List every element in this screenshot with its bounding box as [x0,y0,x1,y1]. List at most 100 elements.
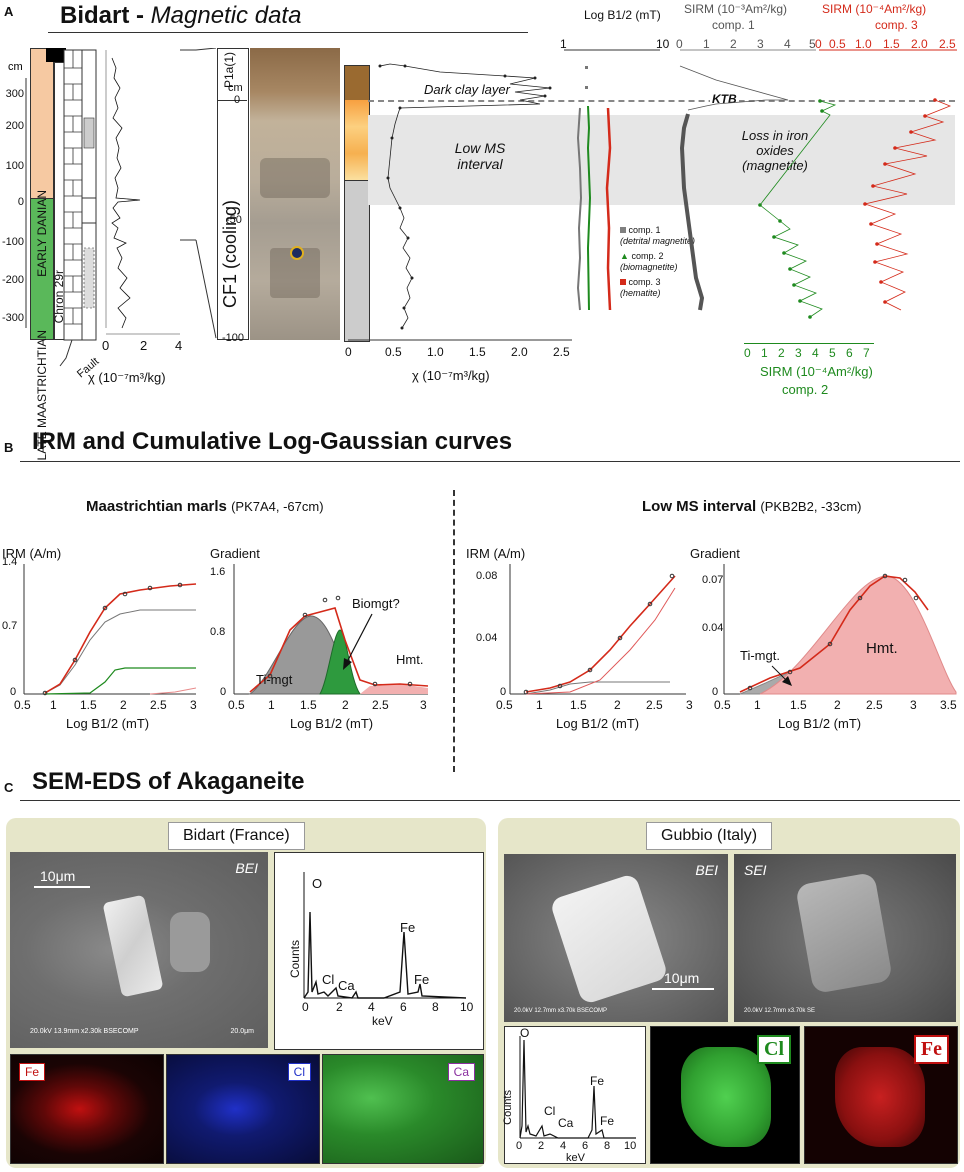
zoom-tick-0: 0 [234,94,241,106]
logb-label: Log B1/2 (mT) [584,8,661,22]
gubbio-cl-map: Cl [650,1026,800,1164]
gradient-plot-1 [233,564,429,695]
panel-b-left-title: Maastrichtian marls (PK7A4, -67cm) [86,498,324,515]
panel-b-right-title: Low MS interval (PKB2B2, -33cm) [642,498,862,515]
panel-a-title-italic: Magnetic data [150,2,302,29]
label-biomgt: Biomgt? [352,596,400,611]
gubbio-sei-label: SEI [744,862,767,878]
eds-b-fe2: Fe [414,972,430,987]
p2-ylabel: Gradient [210,546,260,561]
label-timgt2: Ti-mgt. [740,648,780,663]
gubbio-bei-label: BEI [695,862,718,878]
p2-x-25: 2.5 [372,698,389,712]
grain-bidart-2 [170,912,210,972]
sirm1-tick-5: 5 [809,37,816,51]
p4-y-007: 0.07 [702,574,724,586]
low-ms-annotation: Low MS interval [454,140,506,172]
sirm1-tick-3: 3 [757,37,764,51]
sirm1-tick-2: 2 [730,37,737,51]
depth-tick-200: 200 [5,120,24,132]
p3-y-008: 0.08 [476,570,498,582]
component-legend: comp. 1 (detrital magnetite) ▲ comp. 2 (bi… [620,225,695,299]
sirm3-tick-05: 0.5 [829,37,846,51]
p4-x-05: 0.5 [714,698,731,712]
p4-x-25: 2.5 [866,698,883,712]
eds-b-tick-6: 6 [400,1000,407,1014]
p3-ylabel: IRM (A/m) [466,546,526,561]
loss-iron-annotation: Loss in iron oxides (magnetite) [741,128,809,173]
label-hmt2: Hmt. [866,640,898,657]
eds-b-tick-10: 10 [460,1000,474,1014]
p1-x-05: 0.5 [14,698,31,712]
sirm2-tick-6: 6 [846,346,853,360]
panel-letter-a: A [4,4,14,19]
bidart-cl-tag: Cl [287,1063,311,1081]
eds-g-cl: Cl [544,1104,556,1118]
p4-ylabel: Gradient [690,546,740,561]
zoom-tick-m50: -50 [226,214,242,226]
p4-x-15: 1.5 [790,698,807,712]
p2-y-08: 0.8 [210,626,226,638]
p2-x-15: 1.5 [300,698,317,712]
eds-b-cl: Cl [322,972,335,987]
sirm2-sub: comp. 2 [782,382,829,397]
gubbio-bei-caption: 20.0kV 12.7mm x3.70k BSECOMP [514,1008,608,1014]
p3-xlabel: Log B1/2 (mT) [556,716,640,731]
low-ms-band [368,115,955,205]
panel-c-title: SEM-EDS of Akaganeite [32,768,305,795]
p3-y-004: 0.04 [476,632,498,644]
zoom-tick-m100: -100 [222,332,245,344]
p1-x-3: 3 [190,698,197,712]
chi-plot [348,63,572,341]
label-hmt: Hmt. [396,652,424,667]
color-column-divider [345,180,369,181]
gubbio-fe-blob [835,1047,925,1147]
gubbio-bei-image: BEI 10μm 20.0kV 12.7mm x3.70k BSECOMP [504,854,728,1022]
top-black-block [46,48,66,62]
p4-x-3: 3 [910,698,917,712]
zoom-connector [180,48,217,339]
p1-x-25: 2.5 [150,698,167,712]
late-maastrichtian-bar [30,198,54,340]
legend-comp3-desc: (hematite) [620,288,661,298]
biomgt-arrow [343,613,373,670]
legend-comp1: comp. 1 (detrital magnetite) [620,225,695,247]
depth-tick-0: 0 [17,196,24,208]
lithology-column [59,49,97,367]
p1-ylabel: IRM (A/m) [2,546,62,561]
gubbio-eds-box [504,1026,646,1164]
legend-comp3-name: comp. 3 [628,277,661,287]
logb-tick-10: 10 [656,37,670,51]
panel-letter-b: B [4,440,14,455]
p3-y-0: 0 [500,686,507,698]
akaganeite-grain-bidart [102,894,164,998]
panel-a-title-sep: - [129,2,151,29]
eds-g-tick-10: 10 [624,1140,637,1152]
bidart-ca-tag: Ca [447,1063,475,1081]
sirm1-tick-4: 4 [784,37,791,51]
hammer-marker [290,246,304,260]
zoom-label-divider [217,100,247,101]
p4-y-004: 0.04 [702,622,724,634]
panel-b-rule [20,461,960,462]
outcrop-photo [250,48,340,340]
gubbio-fe-tag: Fe [913,1035,949,1064]
sirm2-ticks: 0 1 2 3 4 5 6 7 [744,343,874,360]
panel-b-left-title-main: Maastrichtian marls [86,498,227,515]
legend-comp2-name: comp. 2 [631,251,664,261]
sirm2-tick-0: 0 [744,346,751,360]
eds-b-tick-8: 8 [432,1000,439,1014]
p2-y-0: 0 [220,686,227,698]
early-danian-bar [30,48,54,200]
eds-g-counts: Counts [502,1090,514,1125]
sirm3-plot [819,49,957,311]
sirm1-title: SIRM (10⁻³Am²/kg) [684,2,788,16]
p2-x-2: 2 [342,698,349,712]
sirm1-tick-1: 1 [703,37,710,51]
sirm3-tick-15: 1.5 [883,37,900,51]
eds-g-fe1: Fe [590,1074,605,1088]
sirm2-title: SIRM (10⁻⁴Am²/kg) [760,364,873,379]
legend-comp2: ▲ comp. 2 (biomagnetite) [620,251,678,272]
depth-tick-m300: -300 [1,312,24,324]
eds-b-o: O [312,876,323,891]
